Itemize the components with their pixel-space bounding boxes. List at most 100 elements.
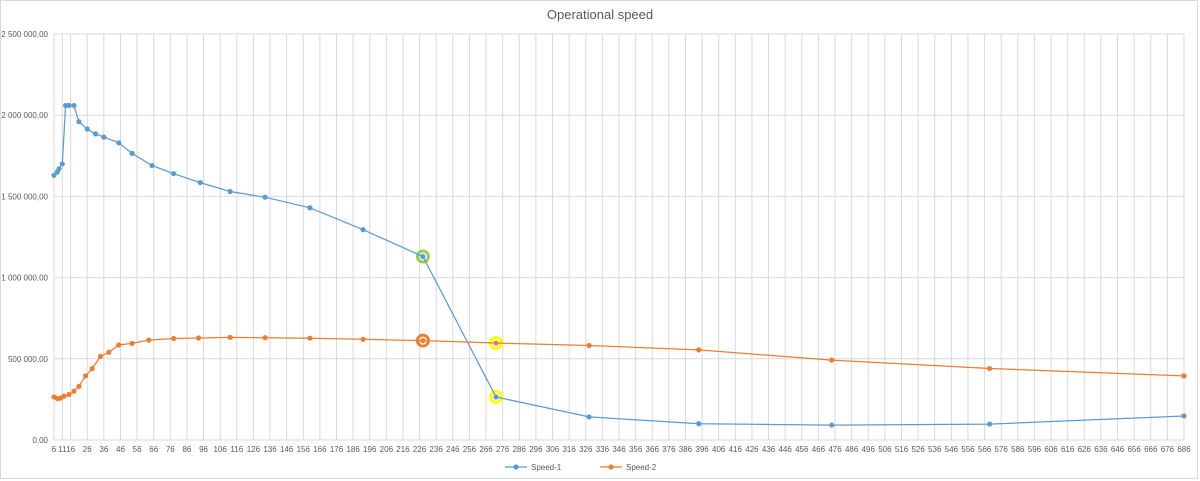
legend-label: Speed-2 xyxy=(626,463,657,472)
data-point xyxy=(493,340,499,346)
data-point xyxy=(171,335,177,342)
data-point xyxy=(986,365,993,372)
x-tick-label: 66 xyxy=(149,445,158,454)
x-tick-label: 566 xyxy=(978,445,992,454)
x-tick-label: 206 xyxy=(380,445,394,454)
y-tick-label: 500 000,00 xyxy=(8,355,49,364)
y-tick-label: 2 500 000,00 xyxy=(1,30,48,39)
x-tick-label: 106 xyxy=(213,445,227,454)
x-tick-label: 36 xyxy=(99,445,108,454)
y-tick-label: 2 000 000,00 xyxy=(1,111,48,120)
data-point xyxy=(696,347,702,353)
x-tick-label: 646 xyxy=(1111,445,1125,454)
x-tick-label: 576 xyxy=(995,445,1009,454)
x-tick-label: 406 xyxy=(712,445,726,454)
data-point xyxy=(1181,373,1187,379)
data-point xyxy=(89,365,95,372)
x-tick-label: 86 xyxy=(182,445,191,454)
x-tick-label: 136 xyxy=(263,445,277,454)
x-tick-label: 596 xyxy=(1028,445,1042,454)
x-tick-label: 266 xyxy=(479,445,493,454)
data-point xyxy=(420,253,426,260)
y-tick-label: 1 000 000,00 xyxy=(1,274,48,283)
x-tick-label: 236 xyxy=(430,445,444,454)
x-tick-label: 586 xyxy=(1011,445,1025,454)
x-tick-label: 446 xyxy=(778,445,792,454)
x-tick-label: 16 xyxy=(66,445,75,454)
x-tick-label: 256 xyxy=(463,445,477,454)
x-tick-label: 306 xyxy=(546,445,560,454)
x-tick-label: 666 xyxy=(1144,445,1158,454)
x-tick-label: 186 xyxy=(346,445,360,454)
data-point xyxy=(307,205,313,211)
data-point xyxy=(116,342,122,348)
x-tick-label: 376 xyxy=(662,445,676,454)
x-axis-labels: 6 11 16 26 36 46 56 66 76 86 96 106 116 126 136 146 156 1… xyxy=(52,445,1191,454)
x-tick-label: 626 xyxy=(1078,445,1092,454)
x-tick-label: 436 xyxy=(762,445,776,454)
data-point xyxy=(493,394,499,400)
x-tick-label: 386 xyxy=(679,445,693,454)
y-tick-label: 0,00 xyxy=(32,436,48,445)
x-tick-label: 226 xyxy=(413,445,427,454)
x-tick-label: 326 xyxy=(579,445,593,454)
data-point xyxy=(195,335,202,341)
data-point xyxy=(82,373,89,379)
x-tick-label: 526 xyxy=(911,445,925,454)
x-tick-label: 366 xyxy=(646,445,660,454)
data-point xyxy=(92,131,99,137)
x-tick-label: 316 xyxy=(562,445,576,454)
data-point xyxy=(197,179,203,186)
data-point xyxy=(986,421,993,427)
x-tick-label: 26 xyxy=(83,445,92,454)
data-point xyxy=(97,353,104,359)
x-tick-label: 356 xyxy=(629,445,643,454)
data-point xyxy=(1181,413,1187,419)
x-tick-label: 166 xyxy=(313,445,327,454)
data-point xyxy=(829,422,835,428)
data-point xyxy=(51,172,57,178)
x-tick-label: 686 xyxy=(1177,445,1191,454)
x-tick-label: 6 xyxy=(52,445,57,454)
y-tick-label: 1 500 000,00 xyxy=(1,192,48,201)
x-tick-label: 676 xyxy=(1161,445,1175,454)
x-tick-label: 546 xyxy=(945,445,959,454)
x-tick-label: 146 xyxy=(280,445,294,454)
data-point xyxy=(696,421,702,427)
data-point xyxy=(146,337,152,343)
x-tick-label: 476 xyxy=(828,445,842,454)
legend-marker xyxy=(513,464,519,470)
highlight-ring xyxy=(415,249,430,264)
x-tick-label: 276 xyxy=(496,445,510,454)
x-tick-label: 656 xyxy=(1127,445,1141,454)
x-tick-label: 636 xyxy=(1094,445,1108,454)
x-tick-label: 416 xyxy=(729,445,743,454)
data-point xyxy=(360,227,366,233)
x-tick-label: 46 xyxy=(116,445,125,454)
data-point xyxy=(227,188,233,195)
data-point xyxy=(71,102,77,109)
x-tick-label: 336 xyxy=(596,445,610,454)
chart-title: Operational speed xyxy=(546,7,654,22)
x-tick-label: 196 xyxy=(363,445,377,454)
data-point xyxy=(76,383,82,390)
x-tick-label: 516 xyxy=(895,445,909,454)
data-point xyxy=(360,336,366,342)
x-tick-label: 346 xyxy=(612,445,626,454)
series-lines xyxy=(51,102,1187,428)
data-point xyxy=(71,388,77,394)
data-point xyxy=(129,340,135,346)
data-point xyxy=(66,102,72,109)
x-tick-label: 96 xyxy=(199,445,208,454)
y-axis-labels: 0,00 500 000,00 1 000 000,00 1 500 000,00 2 … xyxy=(1,30,48,445)
x-tick-label: 466 xyxy=(812,445,826,454)
x-tick-label: 246 xyxy=(446,445,460,454)
data-point xyxy=(829,357,835,363)
data-point xyxy=(59,161,65,167)
data-point xyxy=(586,414,592,420)
x-tick-label: 116 xyxy=(230,445,243,454)
data-point xyxy=(149,162,155,169)
data-point xyxy=(61,393,67,399)
x-tick-label: 296 xyxy=(529,445,543,454)
